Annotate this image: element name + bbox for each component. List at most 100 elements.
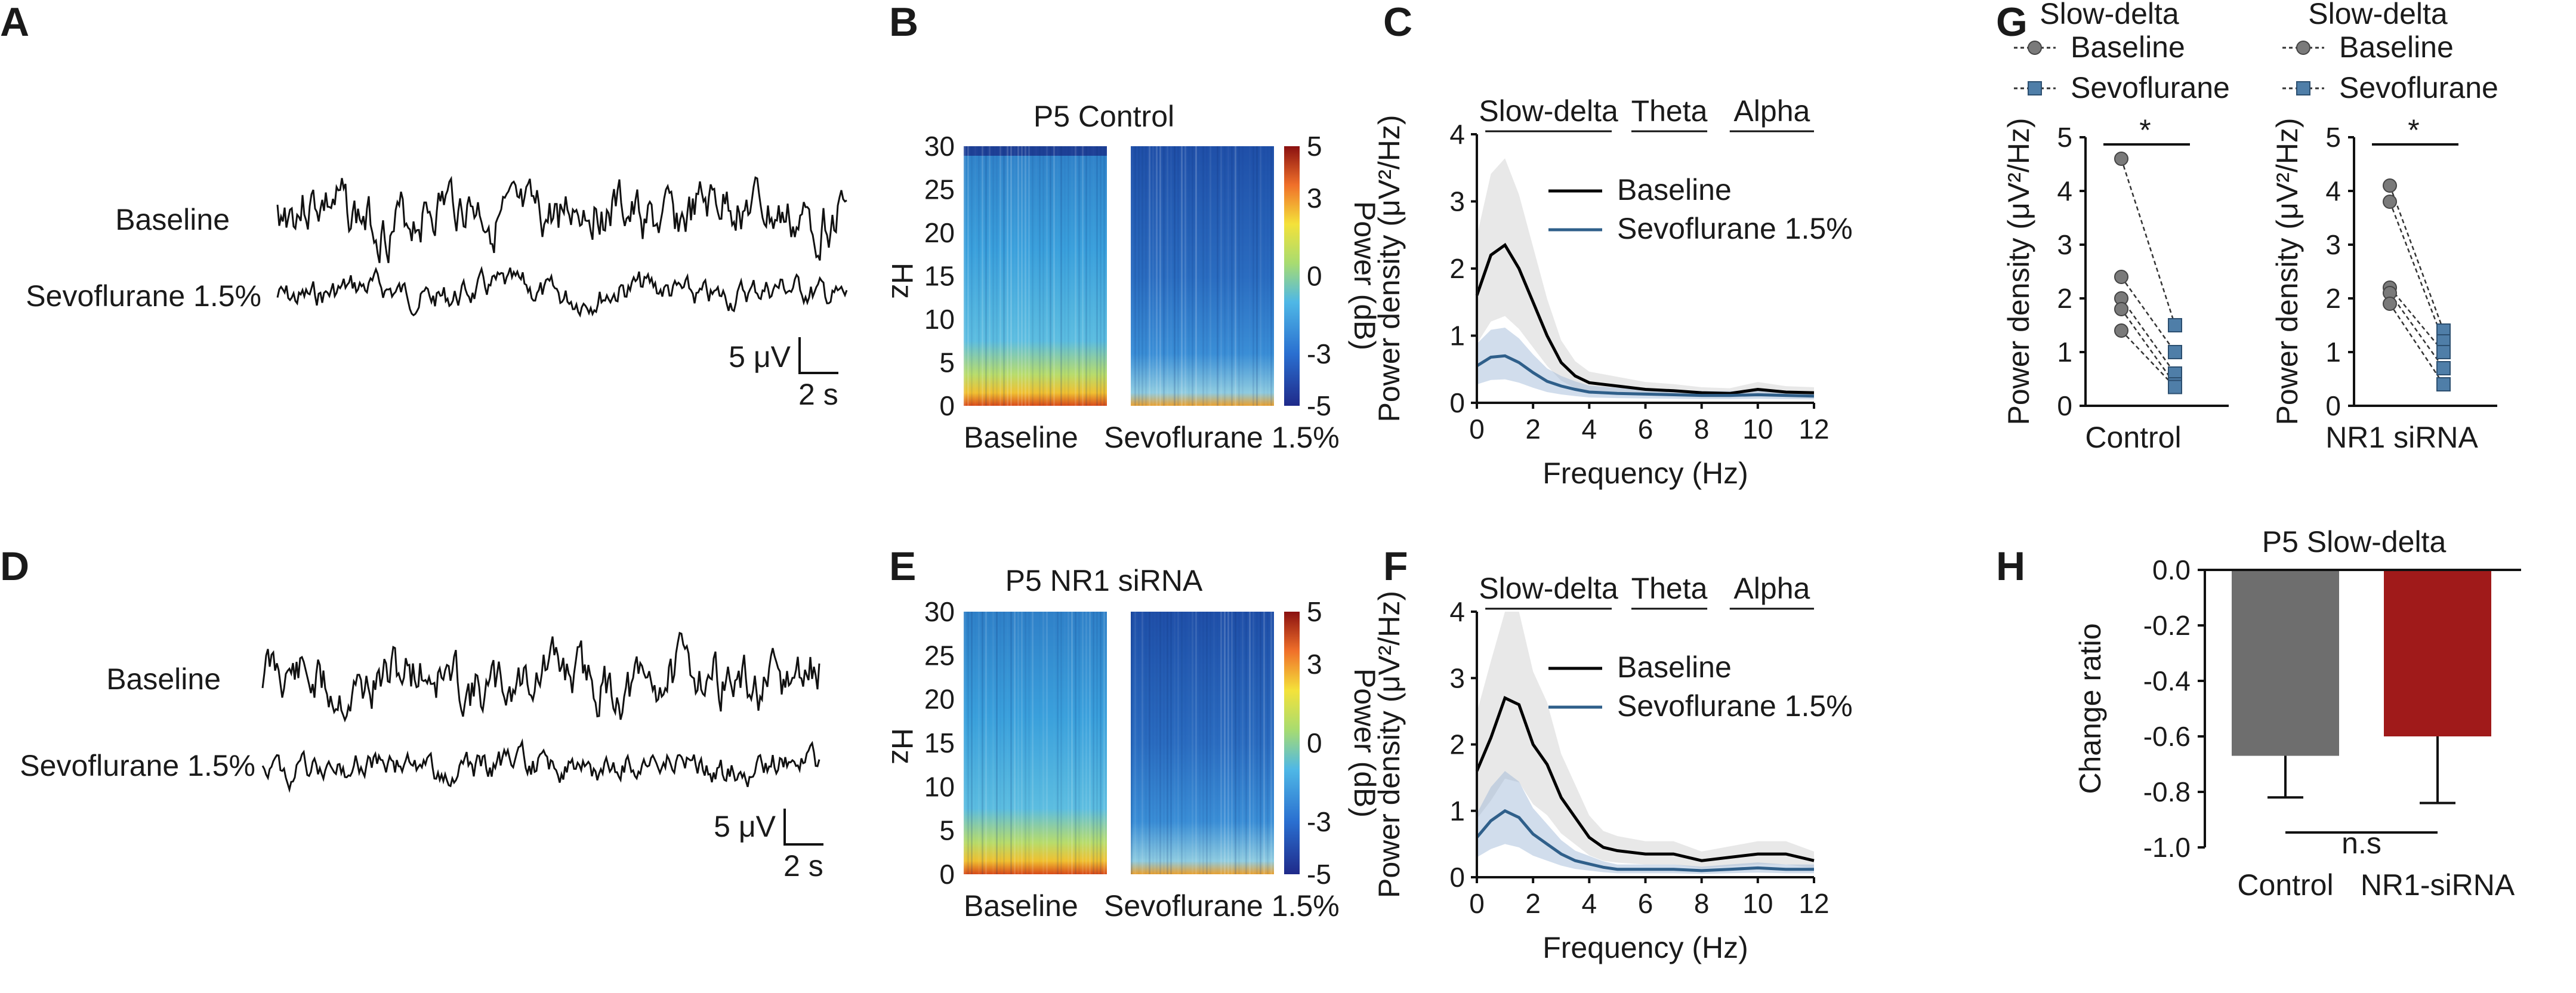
spectrogram-streak	[1025, 146, 1026, 406]
series-line	[1475, 242, 1815, 395]
sevoflurane-point	[2168, 380, 2182, 394]
spectrogram-streak	[1096, 612, 1098, 874]
series-line	[1476, 809, 1814, 872]
legend-marker	[2296, 41, 2310, 55]
colorbar-tick: -3	[1307, 806, 1331, 837]
spectrogram-y-tick: 30	[924, 131, 955, 162]
y-tick-label: 0	[1449, 862, 1465, 893]
y-tick-label: 4	[1449, 119, 1465, 150]
spectrogram-streak	[1206, 146, 1208, 406]
spectrogram-streak	[1170, 146, 1172, 406]
y-tick-label: 0	[2057, 390, 2072, 421]
y-tick-label: 0.0	[2152, 554, 2191, 585]
spectrogram-texture	[964, 146, 1105, 406]
spectrogram-streak	[1042, 146, 1044, 406]
spectrogram-streak	[1071, 146, 1073, 406]
spectrogram-texture	[1131, 146, 1272, 406]
spectrogram-streak	[1093, 612, 1094, 874]
spectrogram-streak	[1270, 612, 1272, 874]
y-tick-label: 2	[1449, 253, 1465, 284]
baseline-point	[2114, 302, 2128, 316]
spectrogram-streak	[1017, 146, 1019, 406]
spectrogram-streak	[1050, 146, 1051, 406]
spectrogram-streak	[1260, 146, 1261, 406]
spectrogram-streak	[1202, 146, 1204, 406]
legend-title: Slow-delta	[2040, 0, 2179, 30]
spectrogram-y-tick: 25	[924, 174, 955, 205]
spectrogram-title: P5 NR1 siRNA	[1005, 564, 1203, 597]
spectrogram-streak	[1235, 612, 1236, 874]
spectrogram-streak	[1085, 146, 1087, 406]
spectrogram-title: P5 Control	[1034, 100, 1174, 133]
spectrogram-streak	[1188, 612, 1190, 874]
paired-line	[2121, 330, 2176, 388]
spectrogram-streak	[1145, 612, 1147, 874]
spectrogram-streak	[1057, 612, 1059, 874]
spectrogram-streak	[1195, 146, 1197, 406]
band-label: Alpha	[1733, 94, 1810, 128]
scale-bar	[783, 809, 823, 846]
panel-g-paired-scatter: Slow-deltaBaselineSevoflurane012345Power…	[2002, 0, 2498, 454]
x-axis-label: Frequency (Hz)	[1542, 931, 1748, 964]
spectrogram-streak	[1014, 146, 1016, 406]
x-tick-label: 12	[1798, 414, 1829, 445]
spectrogram-streak	[1068, 612, 1069, 874]
trace-label-baseline: Baseline	[115, 203, 230, 236]
spectrogram-streak	[982, 612, 983, 874]
spectrogram-streak	[1082, 146, 1084, 406]
spectrogram-streak	[1085, 612, 1087, 874]
y-tick-label: 5	[2325, 122, 2341, 153]
spectrogram-streak	[1032, 146, 1034, 406]
spectrogram-streak	[1021, 146, 1023, 406]
legend-title: Slow-delta	[2308, 0, 2448, 30]
trace-label-sevoflurane: Sevoflurane 1.5%	[20, 749, 255, 782]
y-tick-label: 2	[2057, 283, 2072, 314]
y-tick-label: 3	[2057, 229, 2072, 260]
colorbar-tick: 0	[1307, 727, 1322, 758]
x-tick-label: 0	[1469, 888, 1485, 919]
panel-letter-d: D	[0, 544, 29, 589]
spectrogram-streak	[992, 612, 994, 874]
spectrogram-streak	[1238, 146, 1240, 406]
spectrogram-y-tick: 10	[924, 304, 955, 335]
bar	[2384, 570, 2491, 736]
error-band	[1477, 328, 1814, 400]
sevoflurane-point	[2436, 377, 2451, 391]
eeg-trace-sevoflurane	[261, 738, 820, 793]
spectrogram-streak	[1181, 146, 1183, 406]
spectrogram-texture	[1131, 612, 1272, 874]
band-label: Slow-delta	[1479, 572, 1618, 605]
spectrogram-streak	[1260, 612, 1261, 874]
legend-label: Baseline	[1617, 173, 1732, 206]
spectrogram-streak	[1202, 612, 1204, 874]
spectrogram-streak	[1206, 612, 1208, 874]
spectrogram-streak	[1003, 146, 1005, 406]
spectrogram-streak	[1167, 146, 1168, 406]
spectrogram-streak	[1025, 612, 1026, 874]
x-tick-label: 8	[1694, 888, 1710, 919]
spectrogram-streak	[999, 612, 1001, 874]
spectrogram-streak	[1134, 146, 1136, 406]
spectrogram-streak	[1184, 146, 1186, 406]
spectrogram-streak	[1131, 612, 1133, 874]
spectrogram-streak	[1156, 146, 1158, 406]
panel-d-eeg: Baseline Sevoflurane 1.5% 5 μV 2 s	[20, 631, 823, 883]
scale-amplitude-label: 5 μV	[729, 340, 791, 374]
band-label: Theta	[1631, 94, 1708, 128]
y-tick-label: 1	[2325, 337, 2341, 368]
x-tick-label: 8	[1694, 414, 1710, 445]
x-axis-label: Frequency (Hz)	[1542, 457, 1748, 490]
spectrogram-streak	[1188, 146, 1190, 406]
scale-amplitude-label: 5 μV	[714, 810, 776, 843]
baseline-point	[2114, 152, 2128, 166]
spectrogram-streak	[971, 146, 973, 406]
spectrogram-streak	[1252, 146, 1254, 406]
paired-line	[2389, 303, 2445, 385]
spectrogram-streak	[1170, 612, 1172, 874]
eeg-trace-sevoflurane	[276, 266, 848, 318]
spectrogram-streak	[1181, 612, 1183, 874]
spectrogram-streak	[1093, 146, 1094, 406]
legend-label: Sevoflurane	[2071, 71, 2230, 104]
spectrogram-y-tick: 20	[924, 684, 955, 715]
